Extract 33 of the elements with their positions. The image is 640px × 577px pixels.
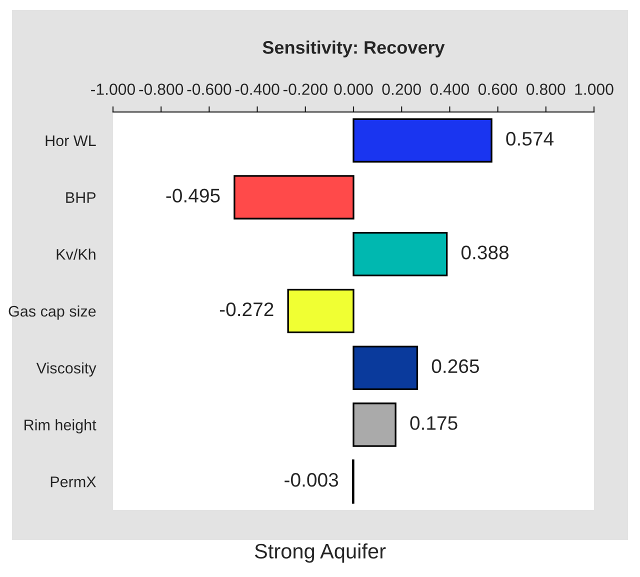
bar (352, 402, 396, 447)
data-label: 0.265 (432, 359, 479, 374)
x-tick-label: 1.000 (575, 84, 614, 95)
y-tick-label: PermX (50, 476, 96, 488)
data-label: 0.388 (461, 246, 509, 260)
x-tick-label: 0.800 (526, 84, 566, 95)
y-tick-label: Viscosity (36, 362, 96, 377)
y-tick-label: Gas cap size (8, 305, 96, 320)
x-tick-label: -0.200 (283, 84, 328, 95)
x-tick-label: 0.200 (382, 84, 421, 95)
y-tick-label: BHP (66, 192, 96, 203)
data-label: 0.574 (506, 132, 554, 146)
y-tick-label: Hor WL (46, 135, 96, 146)
y-tick-label: Kv/Kh (56, 248, 96, 260)
x-tick-label: 0.600 (478, 84, 518, 95)
chart-title: Sensitivity: Recovery (262, 40, 445, 58)
x-tick-label: 0.400 (430, 84, 470, 95)
data-label: -0.272 (220, 302, 274, 316)
x-tick-label: -0.600 (187, 84, 232, 95)
text: Strong Aquifer (254, 543, 386, 563)
data-label: -0.495 (166, 188, 220, 203)
x-tick-label: -1.000 (91, 84, 136, 95)
x-tick-label: 0.000 (334, 84, 373, 95)
x-tick-label: -0.800 (139, 84, 184, 95)
bar (287, 288, 354, 334)
bar (234, 175, 354, 220)
x-tick-label: -0.400 (235, 84, 280, 95)
y-tick-label: Rim height (24, 419, 96, 434)
bar (352, 232, 448, 276)
data-label: 0.175 (410, 416, 458, 430)
data-label: -0.003 (284, 473, 338, 487)
bar (352, 118, 492, 163)
bar (352, 346, 418, 390)
